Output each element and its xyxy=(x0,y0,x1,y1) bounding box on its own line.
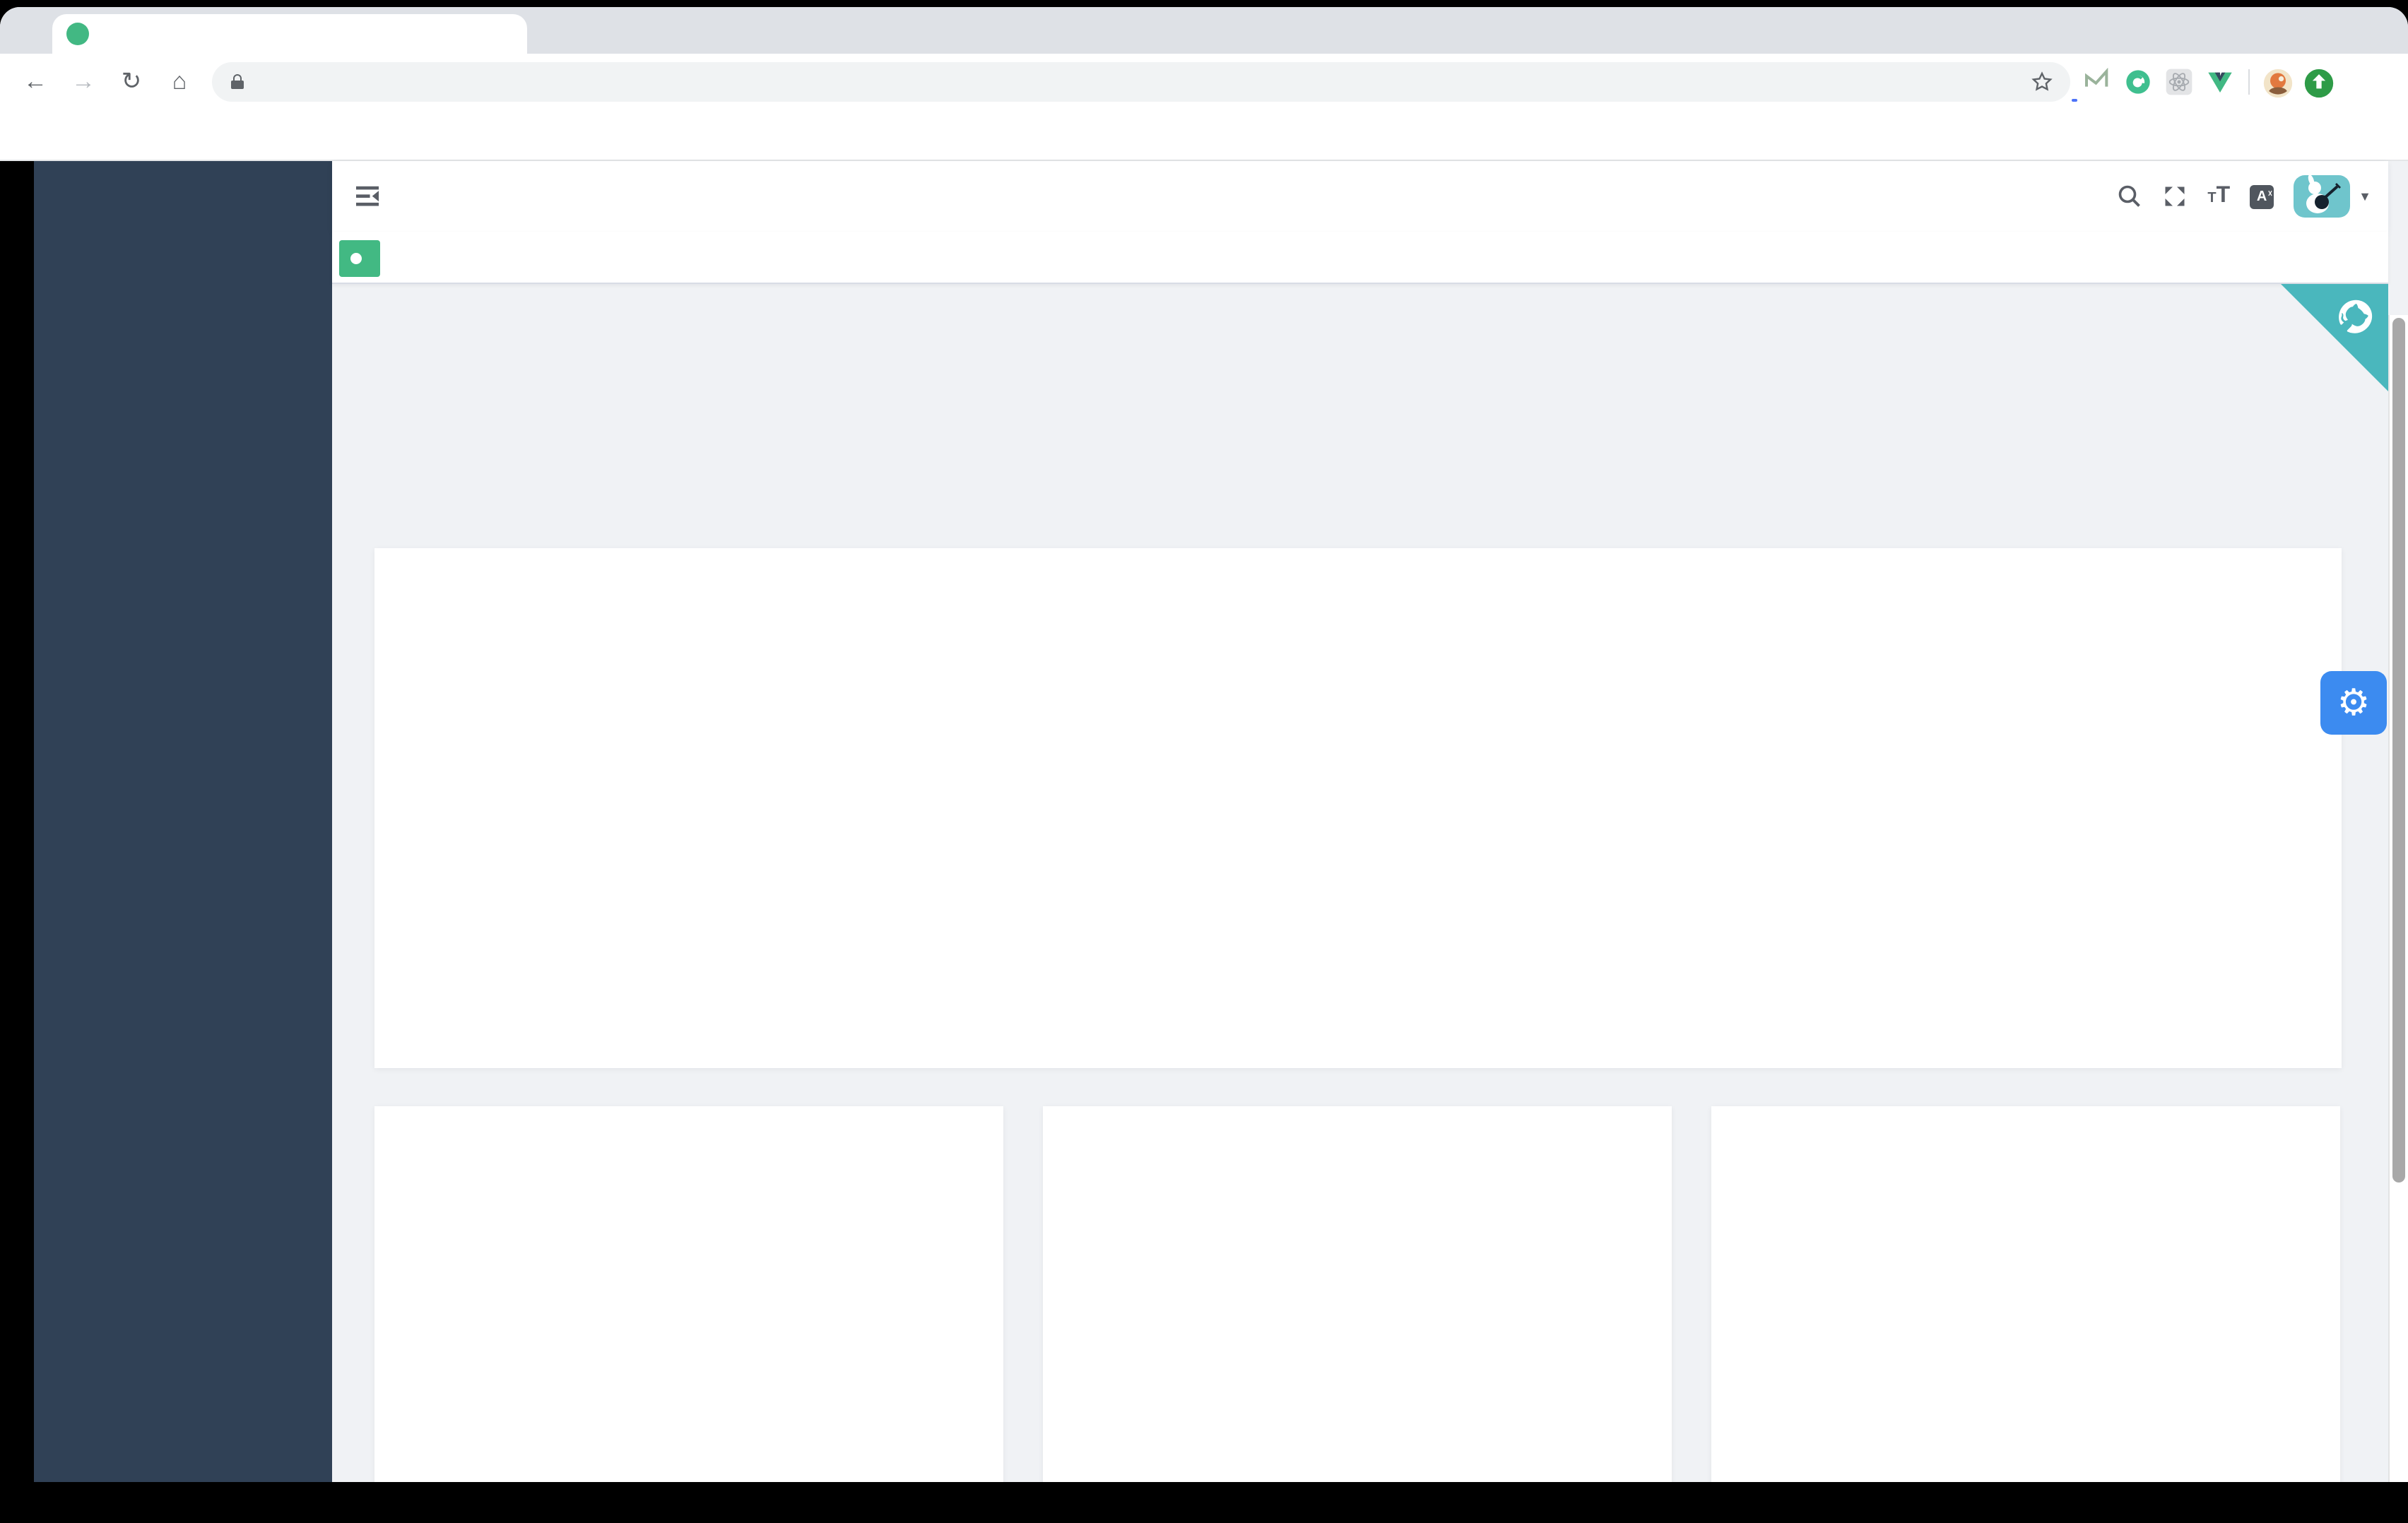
profile-avatar[interactable] xyxy=(2262,68,2293,98)
caret-down-icon[interactable]: ▼ xyxy=(2359,189,2371,203)
tag-dot xyxy=(350,253,362,264)
back-icon[interactable]: ← xyxy=(23,68,47,95)
page-content: TT A ☓ ▼ xyxy=(0,161,2408,1482)
forward-icon[interactable]: → xyxy=(71,68,95,95)
pie-chart-card xyxy=(1043,1106,1671,1482)
github-corner-ribbon[interactable] xyxy=(2281,284,2388,391)
radar-chart-card xyxy=(374,1106,1003,1482)
scrollbar-thumb[interactable] xyxy=(2392,318,2405,1183)
browser-tab[interactable] xyxy=(52,14,527,54)
letterbox-bottom xyxy=(0,1482,2408,1523)
react-devtools-extension-icon[interactable] xyxy=(2165,68,2193,96)
vue-favicon-icon xyxy=(66,23,89,45)
letterbox-left xyxy=(0,161,34,1482)
tab-strip xyxy=(0,7,2408,54)
url-bar[interactable] xyxy=(212,62,2070,102)
user-avatar[interactable] xyxy=(2294,175,2351,218)
main-area: TT A ☓ ▼ xyxy=(332,161,2388,1482)
tags-view-bar xyxy=(332,232,2388,284)
browser-window: ← → ↻ ⌂ xyxy=(0,7,2408,1482)
update-extension-icon[interactable] xyxy=(2303,68,2334,98)
sidebar xyxy=(34,161,332,1482)
tag-dashboard[interactable] xyxy=(339,240,380,277)
bar-chart-card xyxy=(1711,1106,2339,1482)
reload-icon[interactable]: ↻ xyxy=(121,68,142,95)
scrollbar-track[interactable] xyxy=(2388,315,2408,1482)
grammarly-extension-icon[interactable] xyxy=(2124,68,2152,96)
settings-gear-button[interactable]: ⚙ xyxy=(2320,671,2387,735)
browser-toolbar: ← → ↻ ⌂ xyxy=(0,54,2408,110)
bookmark-star-icon[interactable] xyxy=(2031,71,2053,93)
bookmarks-bar xyxy=(0,110,2408,161)
new-tab-button[interactable] xyxy=(540,13,577,49)
font-size-icon[interactable]: TT xyxy=(2207,184,2231,208)
mail-extension-icon[interactable] xyxy=(2072,67,2111,102)
fullscreen-icon[interactable] xyxy=(2162,184,2188,209)
search-icon[interactable] xyxy=(2117,184,2142,209)
sidebar-toggle-icon[interactable] xyxy=(355,185,380,208)
github-icon xyxy=(2339,300,2373,333)
mail-extension-badge xyxy=(2072,99,2077,102)
vue-devtools-extension-icon[interactable] xyxy=(2206,68,2234,96)
home-icon[interactable]: ⌂ xyxy=(172,68,187,95)
toolbar-separator xyxy=(2248,69,2250,95)
translate-icon[interactable]: A ☓ xyxy=(2250,184,2274,208)
app-header: TT A ☓ ▼ xyxy=(332,161,2388,232)
lock-icon xyxy=(231,74,244,89)
line-chart-card xyxy=(374,547,2342,1067)
